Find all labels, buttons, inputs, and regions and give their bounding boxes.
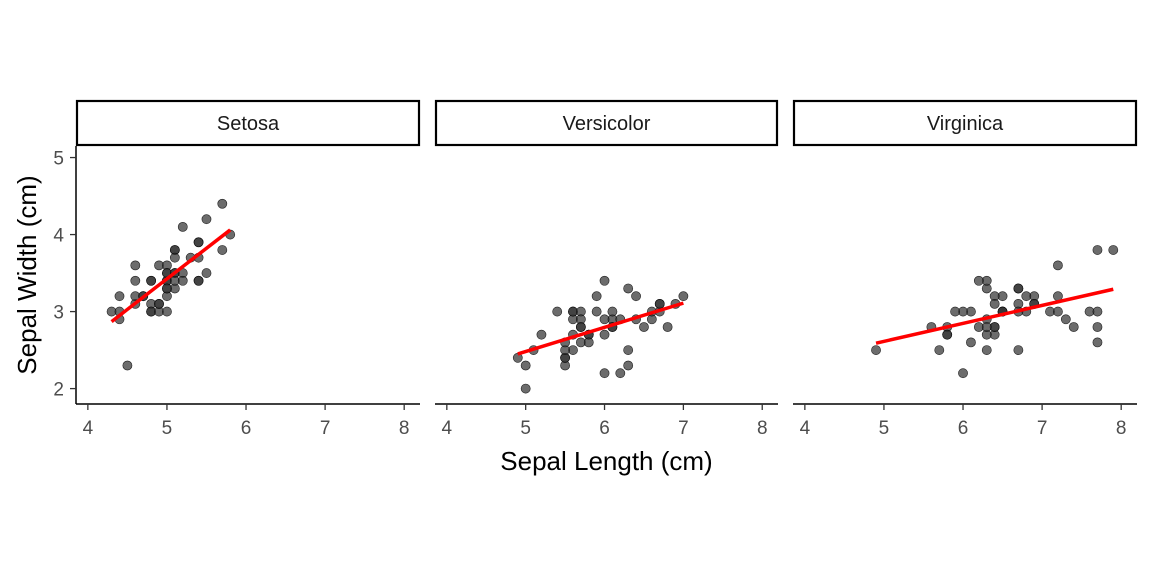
x-tick-label: 8 [1116, 418, 1127, 439]
data-point [973, 275, 984, 286]
data-point [114, 291, 125, 302]
data-point [536, 329, 547, 340]
data-point [1021, 291, 1032, 302]
data-points [871, 245, 1119, 379]
data-point [130, 275, 141, 286]
facet-versicolor: Versicolor 4 5 6 7 8 [434, 99, 779, 439]
data-point [1092, 306, 1103, 317]
y-tick-label: 3 [53, 303, 64, 324]
data-point [520, 383, 531, 394]
data-point [607, 306, 618, 317]
facet-strip [75, 99, 421, 147]
x-tick-label: 6 [958, 418, 969, 439]
data-point [623, 360, 634, 371]
data-point [981, 345, 992, 355]
x-tick-label: 7 [320, 418, 331, 439]
x-tick-label: 5 [520, 418, 531, 439]
x-tick-label: 5 [879, 418, 890, 439]
facet-strip-label: Versicolor [563, 113, 651, 135]
data-point [871, 345, 881, 355]
x-tick-label: 5 [162, 418, 173, 439]
x-tick-label: 4 [800, 418, 811, 439]
y-tick-label: 5 [53, 149, 64, 170]
data-point [575, 322, 586, 332]
x-tick-label: 7 [678, 418, 689, 439]
data-point [177, 275, 188, 286]
y-axis-title: Sepal Width (cm) [12, 175, 42, 374]
data-point [591, 306, 602, 317]
data-points [512, 275, 689, 394]
data-point [1092, 337, 1103, 348]
data-point [1092, 322, 1103, 332]
data-point [950, 306, 961, 317]
data-point [934, 345, 945, 355]
data-point [193, 237, 204, 248]
data-point [631, 291, 641, 302]
data-point [623, 345, 634, 355]
facet-strip-label: Setosa [217, 113, 280, 135]
data-point [520, 360, 531, 371]
data-point [942, 329, 953, 340]
data-point [591, 291, 602, 302]
facet-panels: Setosa 4 5 6 7 8 2 3 4 5 Versicolor 4 5 6 7 8 Virginica 4… [53, 99, 1138, 439]
data-point [1108, 245, 1119, 255]
data-point [130, 260, 141, 271]
data-point [989, 298, 1000, 309]
data-point [1053, 260, 1063, 271]
x-tick-label: 6 [599, 418, 610, 439]
data-point [654, 298, 665, 309]
facet-strip [792, 99, 1138, 147]
data-point [1053, 306, 1063, 317]
data-point [599, 275, 610, 286]
data-point [599, 368, 610, 379]
x-tick-label: 8 [399, 418, 410, 439]
data-point [201, 214, 212, 225]
data-point [1092, 245, 1103, 255]
data-point [678, 291, 689, 302]
data-point [177, 221, 188, 232]
data-point [583, 337, 594, 348]
data-point [217, 198, 228, 209]
facet-strip-label: Virginica [927, 113, 1004, 135]
data-point [958, 368, 968, 379]
y-tick-label: 2 [53, 380, 64, 401]
x-tick-label: 4 [83, 418, 94, 439]
facet-virginica: Virginica 4 5 6 7 8 [792, 99, 1138, 439]
x-axis-title: Sepal Length (cm) [500, 446, 712, 476]
x-tick-label: 6 [241, 418, 252, 439]
data-point [552, 306, 563, 317]
data-point [169, 252, 180, 263]
data-point [162, 306, 172, 317]
data-point [981, 322, 992, 332]
data-point [599, 329, 610, 340]
regression-line [875, 287, 1114, 345]
x-tick-label: 4 [442, 418, 453, 439]
data-point [154, 298, 164, 309]
data-point [146, 275, 157, 286]
data-point [193, 275, 204, 286]
y-tick-label: 4 [53, 226, 64, 247]
data-point [162, 283, 172, 294]
data-point [1060, 314, 1071, 325]
facet-strip [434, 99, 779, 147]
regression-line [110, 228, 232, 323]
regression-line [517, 301, 684, 356]
data-point [615, 368, 626, 379]
data-point [1068, 322, 1079, 332]
data-point [217, 245, 228, 255]
data-point [966, 337, 976, 348]
data-point [1013, 345, 1024, 355]
data-point [122, 360, 133, 371]
data-point [623, 283, 634, 294]
data-point [1013, 283, 1024, 294]
data-point [662, 322, 673, 332]
data-point [639, 322, 649, 332]
x-tick-label: 8 [757, 418, 768, 439]
x-tick-label: 7 [1037, 418, 1048, 439]
data-points [106, 198, 236, 371]
facet-setosa: Setosa 4 5 6 7 8 2 3 4 5 [53, 99, 421, 439]
data-point [599, 314, 610, 325]
data-point [201, 268, 212, 278]
